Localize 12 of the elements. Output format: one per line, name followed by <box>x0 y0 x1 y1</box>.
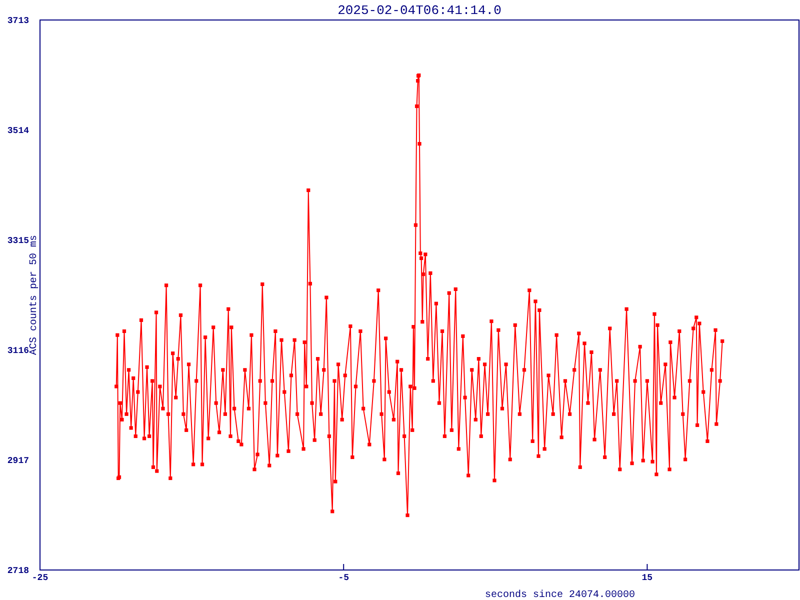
y-tick-label: 3315 <box>7 236 29 246</box>
x-axis-title: seconds since 24074.00000 <box>484 589 636 600</box>
x-tick-label: -25 <box>32 573 48 583</box>
y-tick-label: 3116 <box>7 346 29 356</box>
y-tick-label: 3713 <box>7 16 29 26</box>
x-tick-label: 15 <box>642 573 653 583</box>
y-axis-title: ACS counts per 50 ms <box>29 234 40 356</box>
y-tick-label: 3514 <box>7 126 30 136</box>
y-tick-label: 2718 <box>7 566 29 576</box>
x-tick-label: -5 <box>338 573 350 583</box>
y-tick-label: 2917 <box>7 456 29 466</box>
chart-title: 2025-02-04T06:41:14.0 <box>338 3 502 18</box>
